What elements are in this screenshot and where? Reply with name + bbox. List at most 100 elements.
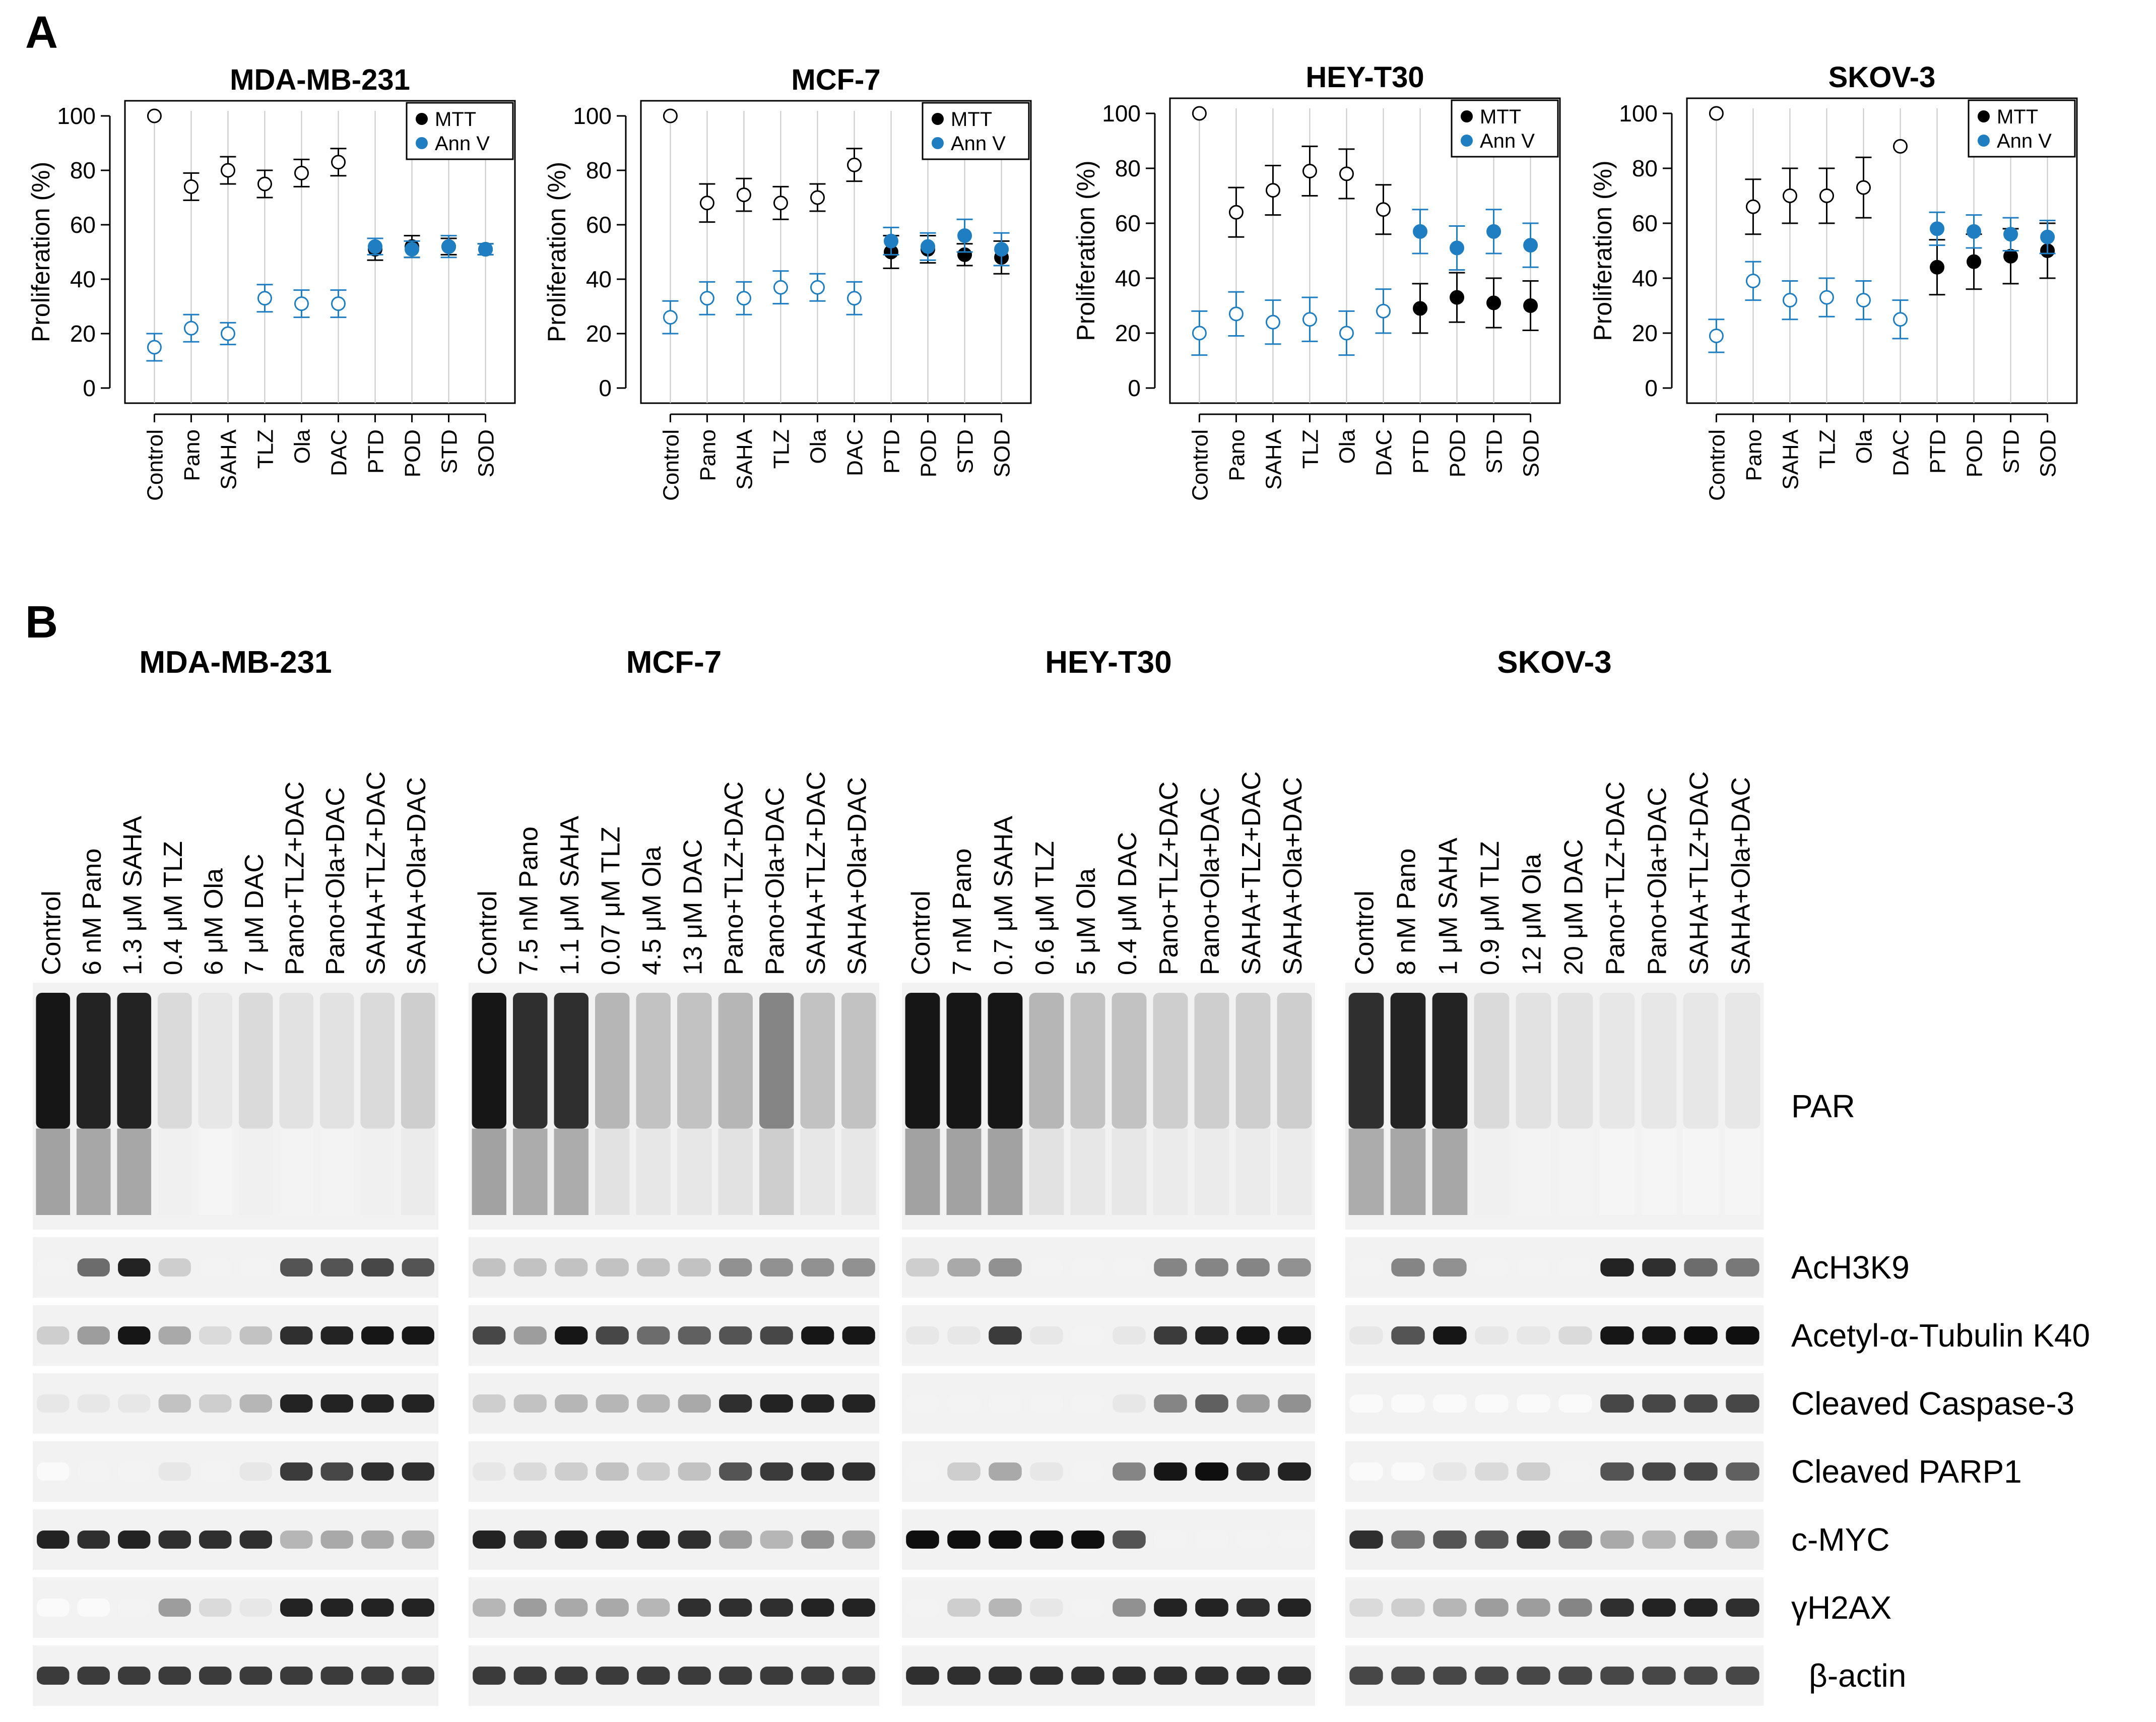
blot-band <box>1558 1462 1592 1481</box>
blot-band <box>1684 1530 1718 1549</box>
blot-band <box>199 1667 232 1685</box>
blot-band <box>1113 1462 1146 1481</box>
x-tick-label: Ola <box>290 429 314 464</box>
annv-point <box>1486 224 1501 239</box>
mtt-point <box>331 155 346 170</box>
lane-label: Control <box>37 890 66 975</box>
mtt-point <box>1819 188 1834 203</box>
annv-point <box>736 291 751 306</box>
blot-band <box>402 1667 434 1685</box>
blot-band <box>555 1326 588 1345</box>
blot-band <box>555 1258 588 1277</box>
blot-band <box>401 993 435 1129</box>
blot-band <box>1195 1394 1228 1413</box>
blot-band <box>1071 1599 1104 1617</box>
blot-band <box>1391 1258 1425 1277</box>
blot-band <box>1154 1326 1187 1345</box>
blot-band <box>1517 1530 1550 1549</box>
annv-point <box>1228 306 1244 322</box>
lane-label: Control <box>473 890 502 975</box>
blot-band <box>1236 1462 1270 1481</box>
blot-band <box>513 1258 547 1277</box>
blot-band <box>158 1667 191 1685</box>
blot-band <box>1195 1326 1228 1345</box>
blot-band <box>402 1530 434 1549</box>
lane-label: SAHA+TLZ+DAC <box>802 771 831 975</box>
x-tick-label: Control <box>659 429 683 501</box>
blot-band <box>1641 993 1677 1129</box>
y-tick-label: 40 <box>586 266 612 292</box>
blot-band <box>1642 1326 1676 1345</box>
y-tick-label: 100 <box>1619 100 1658 126</box>
mtt-point <box>1709 106 1724 121</box>
blot-band <box>1599 1128 1635 1215</box>
legend-marker-annv <box>416 137 428 149</box>
mtt-point <box>220 163 235 178</box>
blot-band <box>596 1462 629 1481</box>
annv-point <box>1339 326 1354 341</box>
blot-band <box>989 1667 1022 1685</box>
blot-band <box>1349 1326 1383 1345</box>
blot-band <box>596 1530 629 1549</box>
blot-band <box>319 993 354 1129</box>
blot-band <box>1725 993 1760 1129</box>
x-tick-label: Ola <box>1335 429 1359 464</box>
annv-point <box>220 326 235 341</box>
blot-band <box>1030 1326 1063 1345</box>
blot-band <box>473 1258 506 1277</box>
blot-band <box>1475 1667 1509 1685</box>
blot-band <box>760 1667 793 1685</box>
legend-marker-annv <box>932 137 944 149</box>
blot-band <box>513 1326 547 1345</box>
blot-band <box>718 1128 753 1215</box>
blot-band <box>199 1326 232 1345</box>
blot-band <box>320 1530 353 1549</box>
x-tick-label: SOD <box>1519 429 1544 477</box>
blot-band <box>37 1394 70 1413</box>
blot-band <box>361 1667 394 1685</box>
blot-band <box>1516 993 1551 1129</box>
blot-band <box>637 1394 670 1413</box>
blot-band <box>1433 1462 1467 1481</box>
x-tick-label: TLZ <box>1815 429 1840 469</box>
y-tick-label: 60 <box>1115 210 1141 236</box>
blot-band <box>719 1667 752 1685</box>
blot-band <box>1558 1667 1592 1685</box>
blot-band <box>555 1599 588 1617</box>
annv-point <box>1967 224 1982 239</box>
blot-band <box>801 1326 834 1345</box>
blot-band <box>1030 1667 1063 1685</box>
blot-band <box>1600 1530 1634 1549</box>
blot-band <box>158 1599 191 1617</box>
mtt-point <box>1302 163 1317 178</box>
blot-band <box>1112 993 1147 1129</box>
blot-band <box>989 1394 1022 1413</box>
x-tick-label: SOD <box>2036 429 2061 477</box>
blot-band <box>1349 1599 1383 1617</box>
blot-band <box>842 1326 875 1345</box>
blot-band <box>1278 1667 1311 1685</box>
blot-band <box>198 993 233 1129</box>
blot-band <box>842 1258 875 1277</box>
mtt-point <box>257 176 272 192</box>
blot-band <box>361 1394 394 1413</box>
plot-title: HEY-T30 <box>1305 61 1424 94</box>
blot-band <box>1474 993 1510 1129</box>
blot-band <box>157 1128 192 1215</box>
blot-band <box>1195 1462 1228 1481</box>
blot-band <box>1391 1326 1425 1345</box>
lane-label: SAHA+Ola+DAC <box>1727 777 1756 975</box>
blot-band <box>1600 1326 1634 1345</box>
blot-band <box>1113 1530 1146 1549</box>
annv-point <box>1709 328 1724 343</box>
blot-band <box>1071 1326 1104 1345</box>
y-tick-label: 60 <box>1632 210 1658 236</box>
blot-band <box>401 1128 435 1215</box>
lane-label: SAHA+Ola+DAC <box>1278 777 1308 975</box>
blot-band <box>1390 1128 1426 1215</box>
lane-label: SAHA+Ola+DAC <box>842 777 872 975</box>
blot-title: HEY-T30 <box>1045 645 1172 680</box>
blot-band <box>946 993 982 1129</box>
